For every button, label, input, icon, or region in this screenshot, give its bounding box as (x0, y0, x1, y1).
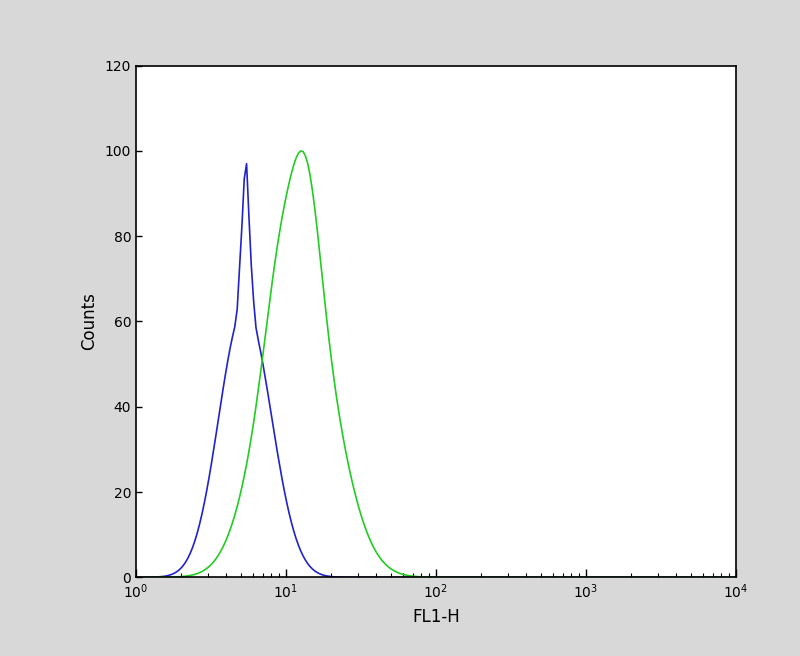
X-axis label: FL1-H: FL1-H (412, 607, 460, 626)
Y-axis label: Counts: Counts (80, 293, 98, 350)
